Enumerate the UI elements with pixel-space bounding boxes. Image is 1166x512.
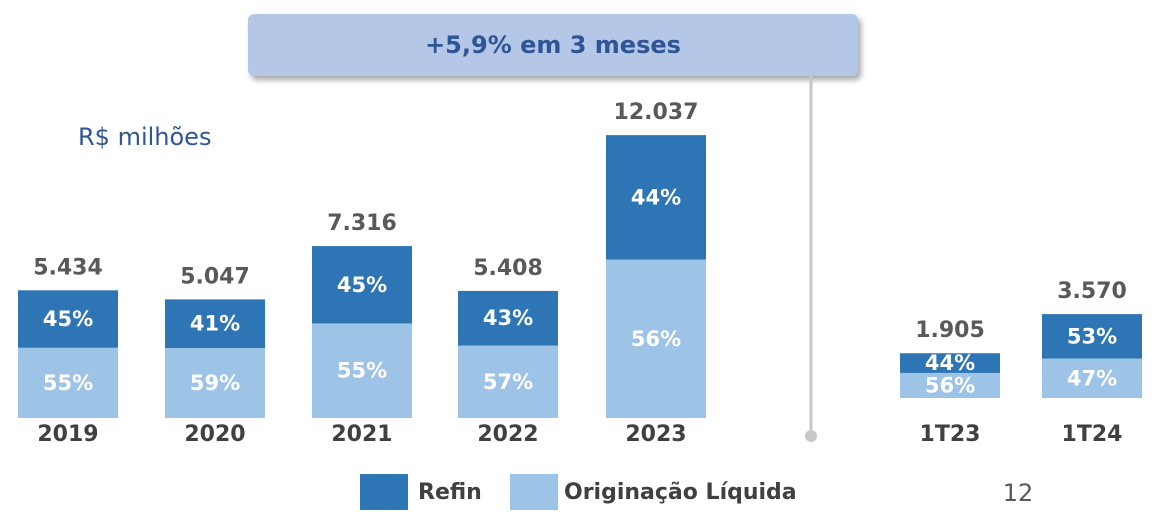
total-label: 5.047 — [180, 264, 250, 289]
segment-label: 53% — [1067, 324, 1117, 348]
total-label: 3.570 — [1057, 279, 1127, 304]
x-tick-label: 1T23 — [920, 422, 981, 447]
segment-label: 57% — [483, 370, 533, 394]
bar-segment — [458, 345, 558, 418]
bar-segment — [458, 290, 558, 346]
bar-segment — [606, 259, 706, 418]
bar-segment — [312, 246, 412, 324]
segment-label: 45% — [43, 307, 93, 331]
x-tick-label: 2022 — [477, 422, 538, 447]
bar-segment — [606, 135, 706, 260]
x-tick-label: 2019 — [37, 422, 98, 447]
segment-label: 41% — [190, 312, 240, 336]
segment-label: 44% — [925, 351, 975, 375]
x-tick-label: 2021 — [331, 422, 392, 447]
segment-label: 59% — [190, 371, 240, 395]
x-tick-label: 1T24 — [1062, 422, 1123, 447]
bar-segment — [165, 299, 265, 349]
x-tick-label: 2020 — [184, 422, 245, 447]
bar-segment — [18, 290, 118, 348]
total-label: 1.905 — [915, 318, 985, 343]
total-label: 5.408 — [473, 256, 543, 281]
total-label: 5.434 — [33, 255, 103, 280]
segment-label: 55% — [43, 371, 93, 395]
bar-segment — [165, 348, 265, 418]
separator-dot — [805, 430, 817, 442]
segment-label: 55% — [337, 359, 387, 383]
segment-label: 44% — [631, 185, 681, 209]
segment-label: 56% — [925, 373, 975, 397]
total-label: 12.037 — [614, 100, 699, 125]
legend-label: Originação Líquida — [564, 480, 797, 505]
segment-label: 45% — [337, 273, 387, 297]
bar-segment — [18, 347, 118, 418]
bar-segment — [1042, 358, 1142, 398]
total-label: 7.316 — [327, 211, 397, 236]
segment-label: 47% — [1067, 366, 1117, 390]
legend-swatch — [510, 474, 558, 510]
page-number: 12 — [1003, 479, 1034, 507]
segment-label: 56% — [631, 327, 681, 351]
bar-segment — [1042, 314, 1142, 359]
unit-label: R$ milhões — [78, 123, 211, 151]
x-tick-label: 2023 — [625, 422, 686, 447]
segment-label: 43% — [483, 306, 533, 330]
legend-swatch — [360, 474, 408, 510]
callout-text: +5,9% em 3 meses — [425, 31, 681, 59]
bar-segment — [900, 372, 1000, 398]
bar-segment — [312, 323, 412, 418]
legend-label: Refin — [418, 480, 482, 505]
bar-segment — [900, 353, 1000, 373]
callout-box — [248, 14, 858, 76]
